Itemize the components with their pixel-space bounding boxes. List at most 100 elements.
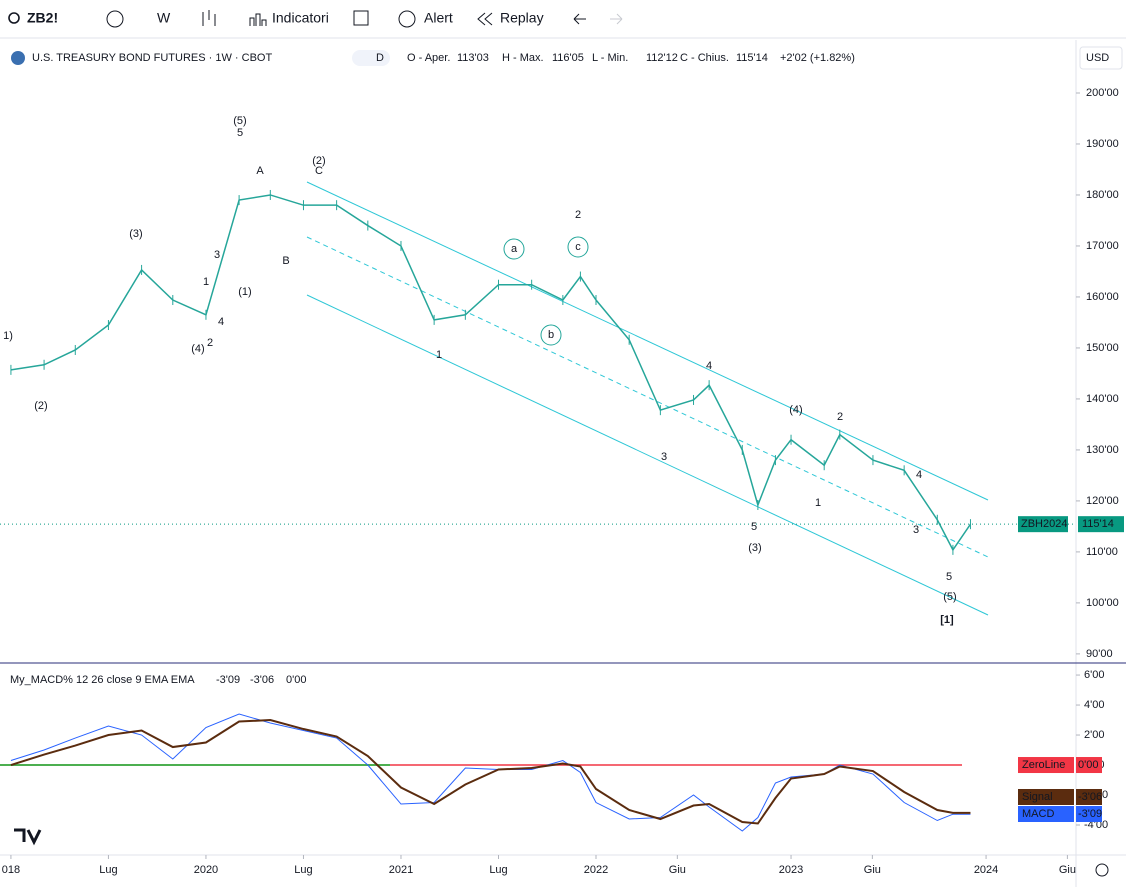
indicators-icon[interactable] [249,13,267,26]
status: D [376,52,384,64]
price-tag: ZBH2024 [1021,518,1067,530]
y-tick-label: 190'00 [1086,138,1119,150]
y-tick-label: 200'00 [1086,87,1119,99]
ohlc-item: 113'03 [457,52,489,64]
interval[interactable]: W [157,10,171,26]
wave-label: 4 [916,469,922,481]
settings[interactable] [1095,863,1109,877]
y-tick-label: 170'00 [1086,240,1119,252]
ohlc-item: O - Aper. [407,52,450,64]
x-tick-label: Lug [294,864,312,876]
wave-label: 2 [207,337,213,349]
wave-label: (3) [129,228,142,240]
y2-tick-label: 4'00 [1084,699,1104,711]
wave-label: (5) [233,115,246,127]
wave-label: (4) [191,343,204,355]
y-tick-label: 180'00 [1086,189,1119,201]
flag-icon [11,51,25,65]
x-tick-label: Giu [1059,864,1076,876]
wave-label: 5 [751,521,757,533]
wave-label: 3 [214,249,220,261]
wave-label: A [256,165,264,177]
layouts[interactable] [353,10,369,26]
series-line [10,194,972,552]
replay-icon[interactable] [477,12,493,26]
wave-label: (5) [943,591,956,603]
series-tag-value: -3'09 [1078,808,1102,820]
macd-value: -3'09 [216,674,240,686]
toolbar [0,0,1126,38]
wave-label: (3) [748,542,761,554]
y-tick-label: 90'00 [1086,648,1113,660]
symbol[interactable]: ZB2! [27,10,58,26]
wave-label: 5 [946,571,952,583]
x-tick-label: 2024 [974,864,998,876]
indicators[interactable]: Indicatori [272,10,329,26]
channel-line [306,294,989,616]
series-tag-value: -3'06 [1078,791,1102,803]
wave-label: b [548,329,554,341]
x-tick-label: 2022 [584,864,608,876]
ohlc-item: 115'14 [736,52,768,64]
ohlc-item: 116'05 [552,52,584,64]
x-tick-label: Giu [669,864,686,876]
wave-label: (4) [789,404,802,416]
series-tag-name: MACD [1022,808,1054,820]
y-tick-label: 150'00 [1086,342,1119,354]
wave-circle [503,238,525,260]
x-tick-label: Lug [99,864,117,876]
wave-label: 2 [837,411,843,423]
y-tick-label: 100'00 [1086,597,1119,609]
chart-type[interactable] [202,10,216,26]
alert-icon[interactable] [398,10,416,28]
search-icon[interactable] [8,12,20,24]
wave-label: 4 [218,316,224,328]
channel-line [306,181,989,501]
series-tag-box [1076,757,1102,774]
series-tag-box [1018,789,1074,805]
currency-box[interactable] [1079,46,1123,70]
ohlc-item: C - Chius. [680,52,729,64]
y-tick-label: 130'00 [1086,444,1119,456]
wave-label: (2) [34,400,47,412]
ohlc-item: H - Max. [502,52,544,64]
logo [14,828,42,846]
add-symbol[interactable] [106,10,124,28]
x-tick-label: Lug [489,864,507,876]
series-tag-name: Signal [1022,791,1053,803]
wave-label: 1 [203,276,209,288]
ohlc-item: +2'02 (+1.82%) [780,52,855,64]
wave-label: 2 [575,209,581,221]
x-tick-label: 2023 [779,864,803,876]
chart-title: U.S. TREASURY BOND FUTURES · 1W · CBOT [32,52,272,64]
ohlc-item: 112'12 [646,52,678,64]
zero-value: 0'00 [286,674,306,686]
macd-title: My_MACD% 12 26 close 9 EMA EMA [10,674,195,686]
series-tag-value: 0'00 [1078,759,1098,771]
x-tick-label: 2021 [389,864,413,876]
replay[interactable]: Replay [500,10,544,26]
wave-label: 5 [237,127,243,139]
wave-label: C [315,165,323,177]
ohlc-item: L - Min. [592,52,628,64]
series-tag-box [1076,789,1102,805]
alert[interactable]: Alert [424,10,453,26]
y-tick-label: 120'00 [1086,495,1119,507]
wave-label: 3 [913,524,919,536]
x-tick-label: 2020 [194,864,218,876]
redo[interactable] [610,13,623,25]
wave-label: c [575,241,581,253]
y2-tick-label: 2'00 [1084,729,1104,741]
y-tick-label: 110'00 [1086,546,1118,558]
undo[interactable] [573,13,586,25]
y-tick-label: 160'00 [1086,291,1119,303]
price-tag-box [1078,516,1124,533]
price-tag-value: 115'14 [1082,518,1114,530]
wave-label: 4 [706,360,712,372]
currency[interactable]: USD [1086,52,1109,64]
series-tag-box [1018,806,1074,822]
series-line [10,719,971,825]
wave-label: 1) [3,330,13,342]
signal-value: -3'06 [250,674,274,686]
